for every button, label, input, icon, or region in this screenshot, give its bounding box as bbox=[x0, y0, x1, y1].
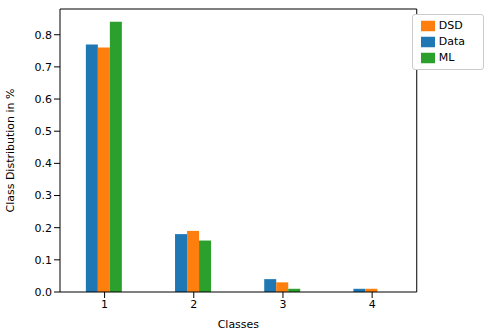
svg-text:0.6: 0.6 bbox=[35, 93, 53, 106]
svg-text:0.5: 0.5 bbox=[35, 125, 53, 138]
svg-text:1: 1 bbox=[101, 298, 108, 311]
svg-text:0.0: 0.0 bbox=[35, 286, 53, 299]
svg-text:3: 3 bbox=[279, 298, 286, 311]
svg-text:4: 4 bbox=[369, 298, 376, 311]
svg-text:0.8: 0.8 bbox=[35, 29, 53, 42]
svg-text:0.1: 0.1 bbox=[35, 254, 53, 267]
html-text:Data: Data bbox=[438, 35, 465, 48]
html-text:DSD: DSD bbox=[438, 19, 463, 32]
svg-text:0.2: 0.2 bbox=[35, 222, 53, 235]
svg-text:2: 2 bbox=[190, 298, 197, 311]
svg-text:0.4: 0.4 bbox=[35, 157, 53, 170]
svg-text:0.7: 0.7 bbox=[35, 61, 53, 74]
html-text:ML: ML bbox=[438, 51, 455, 64]
svg-text:Classes: Classes bbox=[218, 318, 260, 331]
svg-text:0.3: 0.3 bbox=[35, 189, 53, 202]
svg-text:Class Distribution in %: Class Distribution in % bbox=[8, 88, 17, 212]
